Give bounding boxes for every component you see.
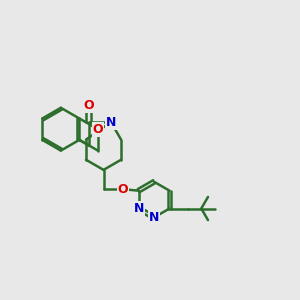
Text: O: O [118,183,128,196]
Text: O: O [83,99,94,112]
Text: N: N [106,116,116,129]
Text: O: O [93,123,103,136]
Text: N: N [106,116,116,129]
Text: N: N [149,211,159,224]
Text: N: N [134,202,144,215]
